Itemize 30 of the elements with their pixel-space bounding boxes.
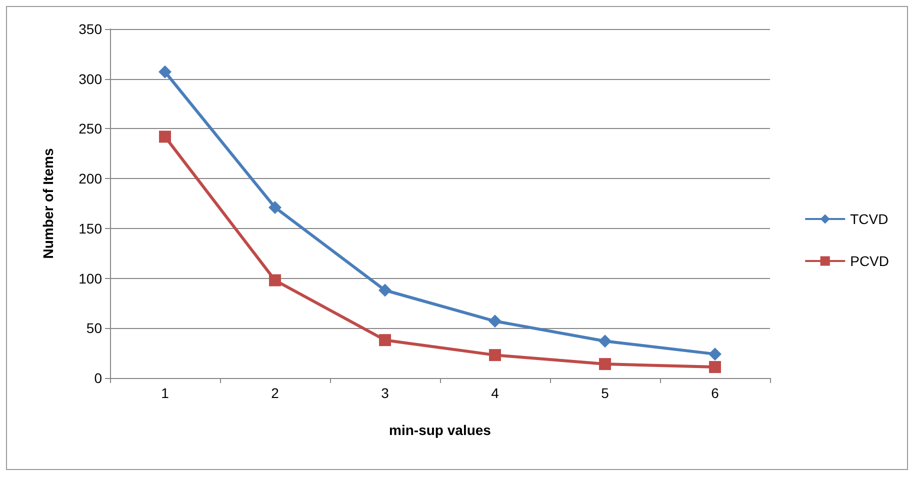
y-tick-label: 150 xyxy=(78,220,102,236)
x-tick-label: 2 xyxy=(271,385,280,401)
point xyxy=(159,130,171,143)
x-tick-label: 6 xyxy=(711,385,720,401)
point xyxy=(599,358,611,370)
y-tick-label: 50 xyxy=(86,320,102,336)
point xyxy=(709,361,721,374)
y-tick-label: 300 xyxy=(78,70,102,87)
point xyxy=(708,348,722,361)
x-tick-label: 3 xyxy=(381,385,390,401)
x-axis-title: min-sup values xyxy=(389,422,492,438)
point xyxy=(379,334,391,346)
y-tick-label: 100 xyxy=(78,270,102,286)
point xyxy=(378,284,392,297)
x-tick-label: 4 xyxy=(491,385,500,401)
x-tick-label: 1 xyxy=(161,385,170,401)
point xyxy=(158,65,172,78)
y-axis-title: Number of Items xyxy=(40,148,56,259)
point xyxy=(269,274,281,286)
legend-label: PCVD xyxy=(850,253,890,269)
point xyxy=(268,200,282,214)
point xyxy=(488,314,502,328)
y-tick-label: 250 xyxy=(78,120,102,137)
y-tick-label: 0 xyxy=(94,370,102,386)
y-tick-label: 350 xyxy=(78,21,102,37)
point xyxy=(489,349,501,362)
y-tick-label: 200 xyxy=(78,170,102,187)
x-tick-label: 5 xyxy=(601,385,610,401)
point xyxy=(598,334,612,348)
legend-label: TCVD xyxy=(850,211,888,227)
